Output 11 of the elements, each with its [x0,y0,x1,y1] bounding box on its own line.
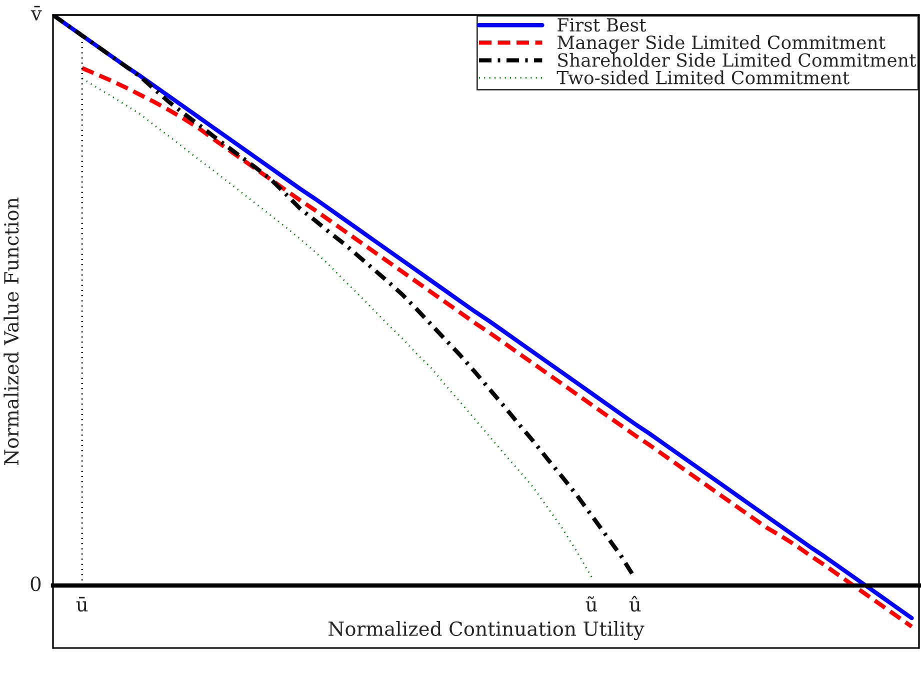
x-axis-title: Normalized Continuation Utility [328,621,644,640]
legend-label: First Best [558,18,646,32]
x-tick-label: ū [76,596,88,612]
text: v̄ [30,6,42,20]
legend-label: Manager Side Limited Commitment [558,35,886,53]
y-axis-title: Normalized Value Function [4,198,19,465]
legend-label: Two-sided Limited Commitment [556,70,850,84]
x-tick-label: û [629,596,641,612]
text: 0 [30,576,41,592]
x-tick-label: ũ [586,596,598,612]
legend-label: Shareholder Side Limited Commitment [558,52,916,67]
